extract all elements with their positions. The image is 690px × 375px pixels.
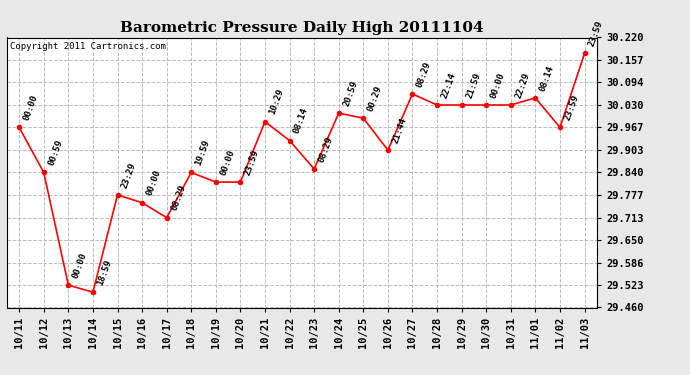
Text: 19:59: 19:59 xyxy=(194,139,212,167)
Text: 00:00: 00:00 xyxy=(145,169,163,197)
Text: 20:59: 20:59 xyxy=(342,79,359,108)
Text: 00:29: 00:29 xyxy=(366,84,384,112)
Text: 22:29: 22:29 xyxy=(513,71,531,99)
Text: 22:14: 22:14 xyxy=(440,71,457,99)
Text: 00:00: 00:00 xyxy=(22,93,39,122)
Text: 23:59: 23:59 xyxy=(587,20,605,48)
Text: 23:29: 23:29 xyxy=(120,161,138,189)
Text: 21:59: 21:59 xyxy=(464,71,482,99)
Text: 21:44: 21:44 xyxy=(391,116,408,145)
Text: 00:00: 00:00 xyxy=(489,71,506,99)
Text: 08:29: 08:29 xyxy=(170,184,187,212)
Text: 18:59: 18:59 xyxy=(96,258,113,286)
Text: 00:00: 00:00 xyxy=(219,148,236,177)
Text: 08:14: 08:14 xyxy=(293,106,310,135)
Text: Copyright 2011 Cartronics.com: Copyright 2011 Cartronics.com xyxy=(10,42,166,51)
Text: 00:00: 00:00 xyxy=(71,251,89,280)
Text: 08:29: 08:29 xyxy=(317,135,335,164)
Text: 23:59: 23:59 xyxy=(243,148,261,177)
Text: 00:59: 00:59 xyxy=(46,139,64,167)
Text: 10:29: 10:29 xyxy=(268,88,286,116)
Text: 08:29: 08:29 xyxy=(415,60,433,88)
Text: 08:14: 08:14 xyxy=(538,64,556,92)
Title: Barometric Pressure Daily High 20111104: Barometric Pressure Daily High 20111104 xyxy=(120,21,484,35)
Text: 23:59: 23:59 xyxy=(563,93,580,122)
